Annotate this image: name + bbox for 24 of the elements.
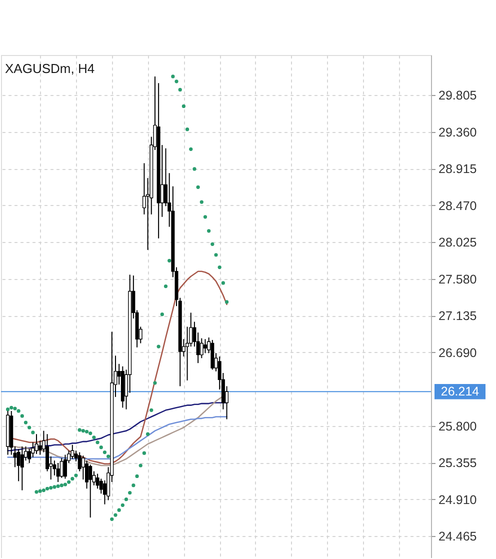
y-tick-label: 28.025 xyxy=(438,236,477,250)
candlestick xyxy=(70,444,74,460)
candlestick xyxy=(63,454,67,480)
candlestick xyxy=(96,473,100,490)
y-tick-label: 25.355 xyxy=(438,456,477,470)
candlestick xyxy=(200,338,204,359)
candlestick xyxy=(203,338,207,354)
y-tick-label: 27.580 xyxy=(438,272,477,286)
candlestick xyxy=(60,458,64,478)
y-tick-label: 25.800 xyxy=(438,419,477,434)
candlestick xyxy=(34,434,38,454)
y-tick-label: 24.910 xyxy=(438,492,477,507)
y-tick-label: 27.135 xyxy=(438,309,477,324)
y-tick-label: 26.690 xyxy=(438,346,477,360)
candlestick xyxy=(56,462,60,483)
ref-line-label: 26.214 xyxy=(440,384,480,399)
y-tick-label: 29.360 xyxy=(438,125,477,140)
chart-title: XAGUSDm, H4 xyxy=(5,61,95,76)
y-tick-label: 28.470 xyxy=(438,198,477,213)
y-tick-label: 29.805 xyxy=(438,88,477,103)
candlestick xyxy=(88,464,92,518)
y-tick-label: 28.915 xyxy=(438,162,477,176)
candlestick xyxy=(20,446,24,491)
y-tick-label: 24.465 xyxy=(438,530,477,544)
